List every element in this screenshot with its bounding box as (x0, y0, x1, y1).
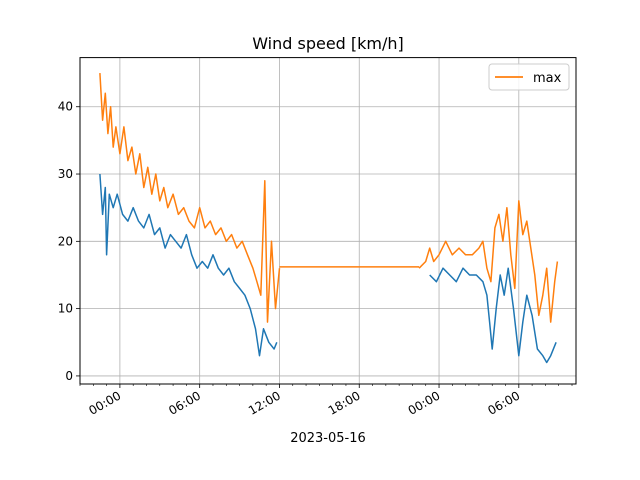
y-tick-label: 20 (58, 234, 73, 248)
legend-label-max: max (533, 71, 562, 86)
series-line-max (99, 73, 281, 323)
x-axis-label: 2023-05-16 (290, 431, 366, 446)
y-tick-label: 40 (58, 100, 73, 114)
legend-box (488, 63, 570, 91)
series-line-avg (99, 173, 278, 357)
y-tick-label: 10 (58, 302, 73, 316)
plot-frame (79, 57, 577, 385)
series-line-max (418, 200, 559, 323)
y-tick-label: 30 (58, 167, 73, 181)
chart-title: Wind speed [km/h] (252, 34, 404, 53)
series-line-avg (429, 267, 557, 364)
legend: max (488, 63, 570, 91)
y-tick-label: 0 (65, 369, 73, 383)
series-layer (99, 73, 559, 364)
